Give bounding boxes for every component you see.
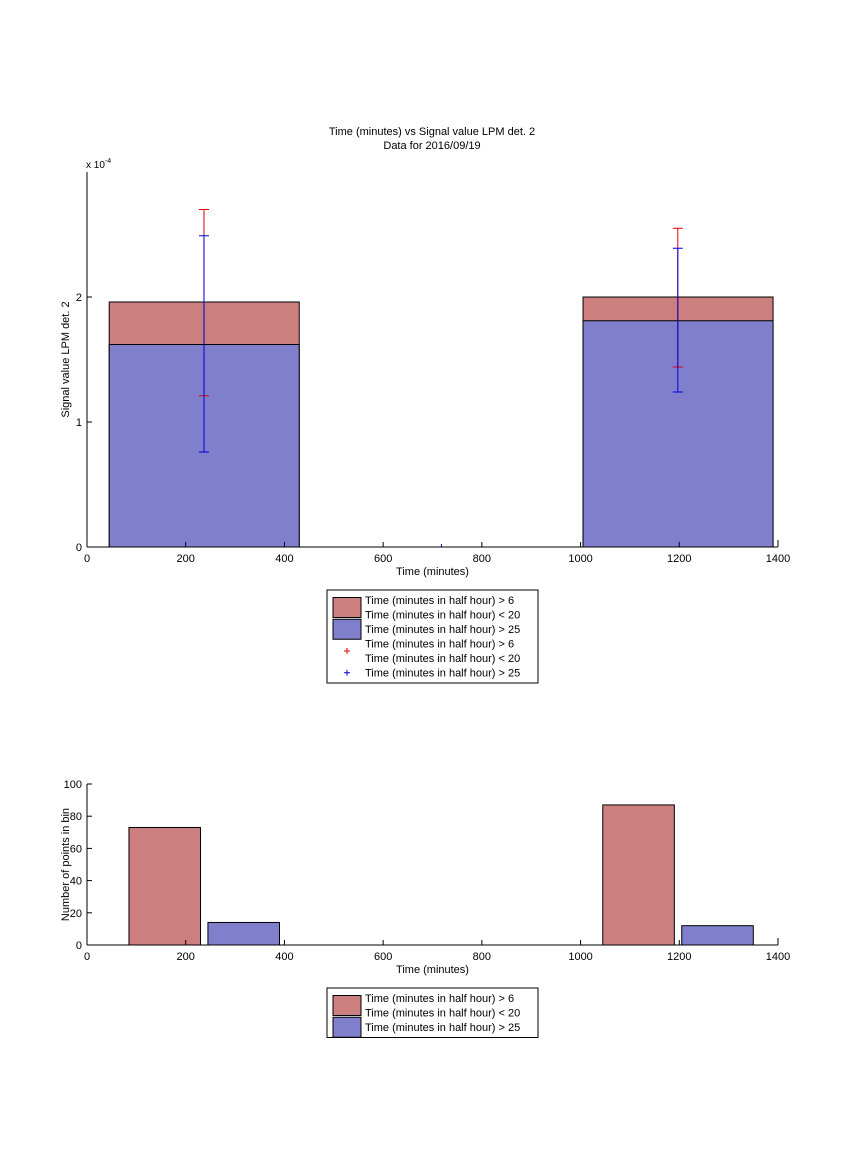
x-tick-label: 200 <box>177 951 195 963</box>
chart-subtitle: Data for 2016/09/19 <box>383 140 480 152</box>
x-tick-label: 1200 <box>667 553 691 565</box>
legend-entry-label: Time (minutes in half hour) > 6 <box>365 595 514 607</box>
y-tick-label: 0 <box>76 940 82 952</box>
y-tick-label: 20 <box>70 908 82 920</box>
count-bar-series1 <box>128 826 202 946</box>
y-exponent-power: -4 <box>105 158 111 165</box>
x-tick-label: 1000 <box>568 553 592 565</box>
x-tick-label: 1200 <box>667 951 691 963</box>
x-tick-label: 1000 <box>568 951 592 963</box>
y-tick-label: 80 <box>70 811 82 823</box>
x-tick-label: 400 <box>275 951 293 963</box>
legend-box <box>326 987 539 1038</box>
y-axis-label: Number of points in bin <box>60 808 72 921</box>
y-exponent-label: x 10-4 <box>86 158 111 171</box>
chart-title: Time (minutes) vs Signal value LPM det. … <box>329 126 535 138</box>
x-tick-label: 600 <box>374 951 392 963</box>
legend-swatch-series1 <box>332 597 362 618</box>
legend-entry-label: Time (minutes in half hour) > 25 <box>365 668 520 680</box>
legend-box <box>326 589 539 684</box>
legend-entry-label: Time (minutes in half hour) > 25 <box>365 1022 520 1034</box>
legend-swatch-series2 <box>332 618 362 640</box>
y-tick-label: 0 <box>76 542 82 554</box>
y-tick-label: 100 <box>64 779 82 791</box>
x-tick-label: 0 <box>84 553 90 565</box>
y-axis-label: Signal value LPM det. 2 <box>60 301 72 417</box>
x-tick-label: 1400 <box>766 951 790 963</box>
legend-marker-err2 <box>344 669 350 676</box>
x-axis-label: Time (minutes) <box>396 964 469 976</box>
y-tick-label: 40 <box>70 876 82 888</box>
y-tick-label: 60 <box>70 843 82 855</box>
count-chart: 0 200 400 600 800 1000 1200 1400 0 20 40 60 80 100 Tim… <box>60 779 790 1038</box>
x-tick-label: 1400 <box>766 553 790 565</box>
x-tick-label: 800 <box>473 553 491 565</box>
legend-swatch-series2 <box>332 1016 362 1038</box>
y-tick-label: 1 <box>76 417 82 429</box>
legend-swatch-series1 <box>332 995 362 1016</box>
legend-entry-label: Time (minutes in half hour) > 25 <box>365 624 520 636</box>
legend-entry-label: Time (minutes in half hour) > 6 <box>365 993 514 1005</box>
y-exponent-base: x 10 <box>86 160 105 171</box>
count-bar-series2 <box>681 925 754 946</box>
legend-entry-label: Time (minutes in half hour) < 20 <box>365 610 520 622</box>
x-tick-label: 800 <box>473 951 491 963</box>
legend-marker-err1 <box>344 648 350 654</box>
x-tick-label: 0 <box>84 951 90 963</box>
legend-entry-label: Time (minutes in half hour) > 6 <box>365 639 514 651</box>
count-bar-series2 <box>207 921 280 946</box>
y-tick-label: 2 <box>76 292 82 304</box>
x-tick-label: 200 <box>177 553 195 565</box>
x-tick-label: 400 <box>275 553 293 565</box>
x-axis-label: Time (minutes) <box>396 566 469 578</box>
legend-entry-label: Time (minutes in half hour) < 20 <box>365 653 520 665</box>
signal-chart: Time (minutes) vs Signal value LPM det. … <box>60 126 790 684</box>
x-tick-label: 600 <box>374 553 392 565</box>
count-bar-series1 <box>602 804 675 946</box>
legend-entry-label: Time (minutes in half hour) < 20 <box>365 1008 520 1020</box>
